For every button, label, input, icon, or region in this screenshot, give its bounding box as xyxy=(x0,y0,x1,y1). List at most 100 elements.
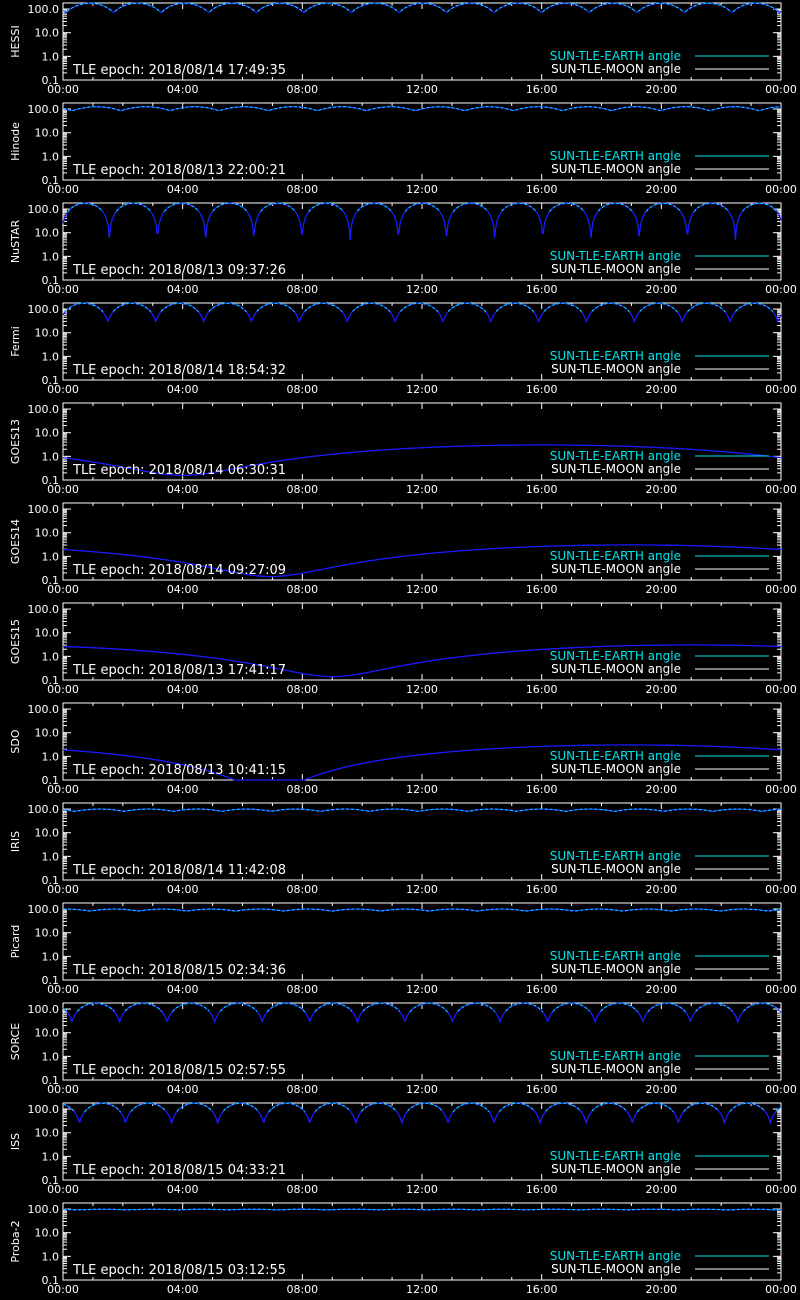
x-tick-label: 04:00 xyxy=(167,183,199,196)
series-line-high-fermi xyxy=(65,302,774,313)
y-tick-label: 0.1 xyxy=(42,1074,60,1087)
y-tick-label: 10.0 xyxy=(35,927,60,940)
x-tick-label: 12:00 xyxy=(406,1183,438,1196)
x-tick-label: 16:00 xyxy=(526,883,558,896)
y-tick-label: 100.0 xyxy=(28,403,60,416)
y-tick-label: 100.0 xyxy=(28,703,60,716)
y-axis-label-nustar: NuSTAR xyxy=(9,220,22,264)
y-tick-label: 1.0 xyxy=(42,950,60,963)
x-tick-label: 04:00 xyxy=(167,483,199,496)
x-tick-label: 00:00 xyxy=(47,983,79,996)
y-axis-label-sorce: SORCE xyxy=(9,1023,22,1060)
y-tick-label: 0.1 xyxy=(42,74,60,87)
x-tick-label: 16:00 xyxy=(526,283,558,296)
y-tick-label: 100.0 xyxy=(28,603,60,616)
epoch-label-proba-2: TLE epoch: 2018/08/15 03:12:55 xyxy=(72,1263,286,1278)
epoch-label-goes15: TLE epoch: 2018/08/13 17:41:17 xyxy=(72,663,286,678)
y-tick-label: 0.1 xyxy=(42,774,60,787)
y-tick-label: 1.0 xyxy=(42,1250,60,1263)
x-tick-label: 08:00 xyxy=(286,1083,318,1096)
y-axis-label-goes13: GOES13 xyxy=(9,419,22,464)
x-tick-label: 00:00 xyxy=(765,183,797,196)
x-tick-label: 00:00 xyxy=(47,883,79,896)
y-tick-label: 100.0 xyxy=(28,503,60,516)
legend-earth-label: SUN-TLE-EARTH angle xyxy=(550,1249,681,1263)
legend-moon-label: SUN-TLE-MOON angle xyxy=(551,562,681,576)
y-tick-label: 100.0 xyxy=(28,3,60,16)
legend-earth-label: SUN-TLE-EARTH angle xyxy=(550,849,681,863)
y-tick-label: 100.0 xyxy=(28,1203,60,1216)
x-tick-label: 16:00 xyxy=(526,783,558,796)
legend-earth-label: SUN-TLE-EARTH angle xyxy=(550,649,681,663)
epoch-label-sdo: TLE epoch: 2018/08/13 10:41:15 xyxy=(72,763,286,778)
x-tick-label: 00:00 xyxy=(47,1183,79,1196)
legend-moon-label: SUN-TLE-MOON angle xyxy=(551,462,681,476)
y-tick-label: 0.1 xyxy=(42,174,60,187)
y-tick-label: 100.0 xyxy=(28,1003,60,1016)
x-tick-label: 08:00 xyxy=(286,583,318,596)
x-tick-label: 04:00 xyxy=(167,283,199,296)
x-tick-label: 00:00 xyxy=(47,683,79,696)
x-tick-label: 12:00 xyxy=(406,483,438,496)
epoch-label-goes13: TLE epoch: 2018/08/14 06:30:31 xyxy=(72,463,286,478)
x-tick-label: 08:00 xyxy=(286,683,318,696)
x-tick-label: 20:00 xyxy=(645,183,677,196)
x-tick-label: 00:00 xyxy=(765,1183,797,1196)
x-tick-label: 12:00 xyxy=(406,683,438,696)
y-tick-label: 100.0 xyxy=(28,903,60,916)
x-tick-label: 00:00 xyxy=(765,83,797,96)
x-tick-label: 00:00 xyxy=(47,783,79,796)
x-tick-label: 00:00 xyxy=(765,483,797,496)
y-tick-label: 0.1 xyxy=(42,274,60,287)
legend-moon-label: SUN-TLE-MOON angle xyxy=(551,1262,681,1276)
epoch-label-hinode: TLE epoch: 2018/08/13 22:00:21 xyxy=(72,163,286,178)
legend-earth-label: SUN-TLE-EARTH angle xyxy=(550,449,681,463)
x-tick-label: 16:00 xyxy=(526,1083,558,1096)
legend-earth-label: SUN-TLE-EARTH angle xyxy=(550,49,681,63)
y-axis-label-iris: IRIS xyxy=(9,831,22,852)
series-line-goes14 xyxy=(62,544,781,578)
x-tick-label: 08:00 xyxy=(286,383,318,396)
y-tick-label: 10.0 xyxy=(35,1027,60,1040)
epoch-label-picard: TLE epoch: 2018/08/15 02:34:36 xyxy=(72,963,286,978)
legend-moon-label: SUN-TLE-MOON angle xyxy=(551,962,681,976)
y-tick-label: 10.0 xyxy=(35,27,60,40)
x-tick-label: 08:00 xyxy=(286,483,318,496)
y-axis-label-picard: Picard xyxy=(9,925,22,959)
x-tick-label: 16:00 xyxy=(526,483,558,496)
epoch-label-goes14: TLE epoch: 2018/08/14 09:27:09 xyxy=(72,563,286,578)
x-tick-label: 00:00 xyxy=(765,583,797,596)
y-tick-label: 1.0 xyxy=(42,750,60,763)
x-tick-label: 12:00 xyxy=(406,883,438,896)
legend-moon-label: SUN-TLE-MOON angle xyxy=(551,1062,681,1076)
y-tick-label: 10.0 xyxy=(35,627,60,640)
epoch-label-hessi: TLE epoch: 2018/08/14 17:49:35 xyxy=(72,63,286,78)
x-tick-label: 00:00 xyxy=(47,483,79,496)
x-tick-label: 04:00 xyxy=(167,783,199,796)
x-tick-label: 20:00 xyxy=(645,483,677,496)
x-tick-label: 04:00 xyxy=(167,1083,199,1096)
x-tick-label: 00:00 xyxy=(765,1083,797,1096)
y-tick-label: 0.1 xyxy=(42,974,60,987)
x-tick-label: 04:00 xyxy=(167,983,199,996)
x-tick-label: 08:00 xyxy=(286,1283,318,1296)
y-tick-label: 100.0 xyxy=(28,1103,60,1116)
x-tick-label: 00:00 xyxy=(765,783,797,796)
y-axis-label-proba-2: Proba-2 xyxy=(9,1220,22,1262)
x-tick-label: 08:00 xyxy=(286,83,318,96)
series-line-high-hinode xyxy=(62,106,781,112)
y-tick-label: 1.0 xyxy=(42,50,60,63)
x-tick-label: 08:00 xyxy=(286,183,318,196)
x-tick-label: 04:00 xyxy=(167,583,199,596)
x-tick-label: 04:00 xyxy=(167,883,199,896)
x-tick-label: 00:00 xyxy=(47,283,79,296)
y-tick-label: 1.0 xyxy=(42,250,60,263)
y-tick-label: 100.0 xyxy=(28,303,60,316)
legend-moon-label: SUN-TLE-MOON angle xyxy=(551,862,681,876)
legend-earth-label: SUN-TLE-EARTH angle xyxy=(550,249,681,263)
x-tick-label: 00:00 xyxy=(47,183,79,196)
x-tick-label: 20:00 xyxy=(645,983,677,996)
y-tick-label: 0.1 xyxy=(42,474,60,487)
x-tick-label: 16:00 xyxy=(526,683,558,696)
y-tick-label: 0.1 xyxy=(42,1174,60,1187)
